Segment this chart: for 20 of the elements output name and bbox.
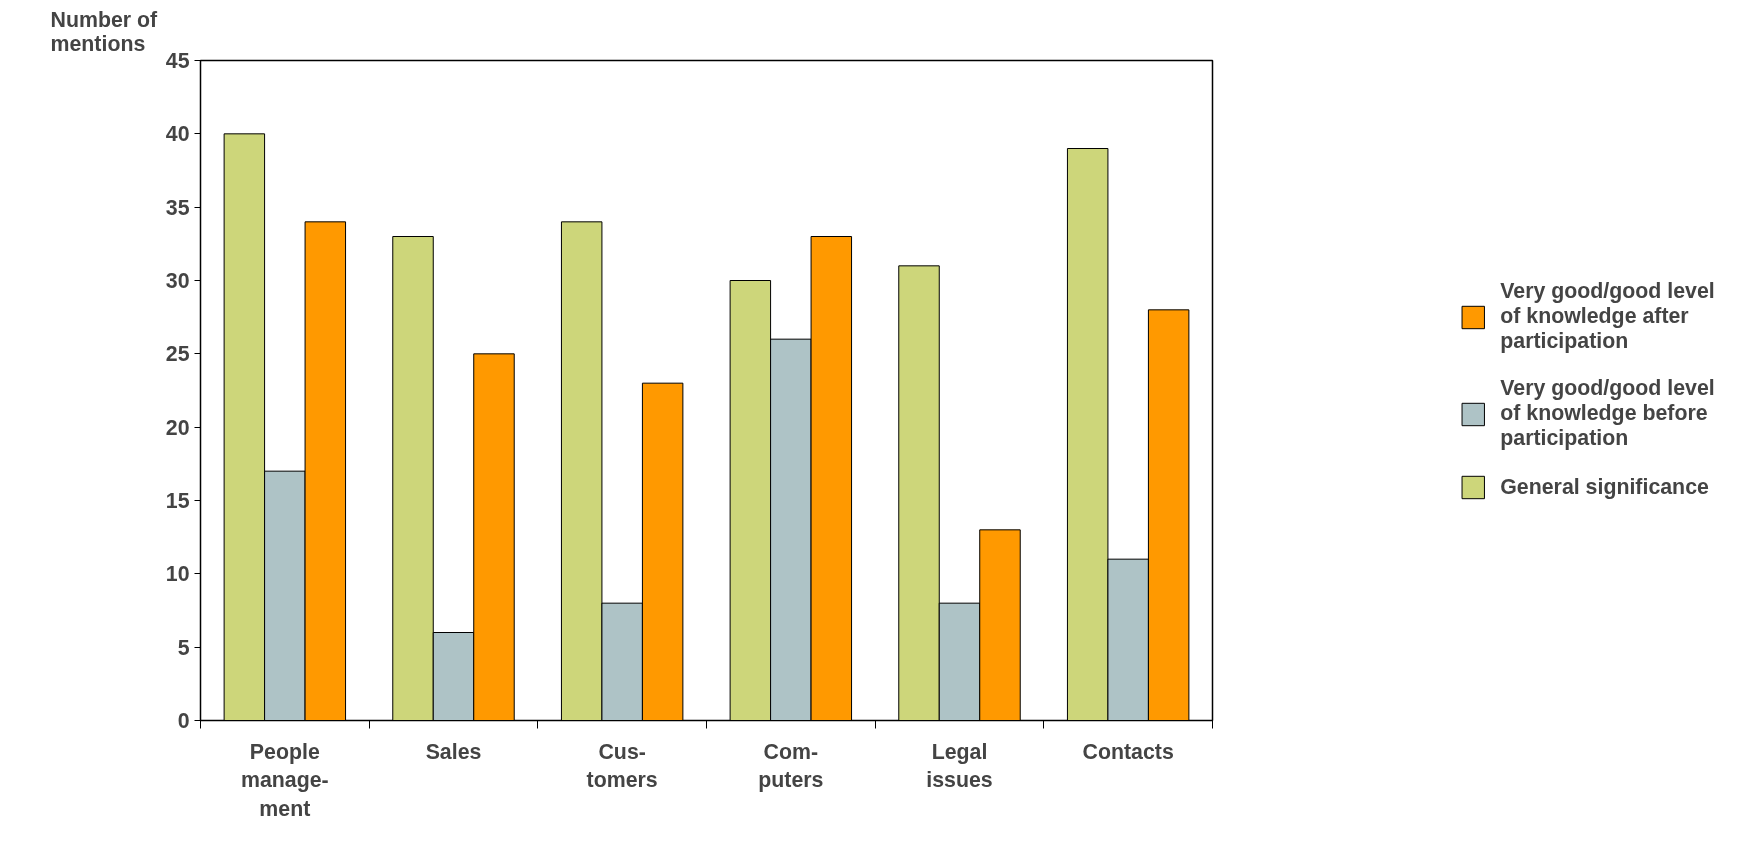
y-tick-label: 5	[177, 635, 190, 660]
y-tick-label: 30	[165, 269, 190, 293]
y-tick-label: 10	[165, 562, 190, 587]
y-tick-label: 0	[177, 709, 190, 733]
x-tick-label: People manage- ment	[240, 739, 329, 822]
y-tick-label: 40	[165, 122, 190, 147]
y-tick-label: 45	[165, 49, 190, 73]
y-tick-label: 35	[165, 195, 190, 220]
y-tick-label: 25	[165, 342, 190, 367]
x-tick-label: Sales	[425, 739, 482, 764]
legend-label: Very good/good level of knowledge before participation	[1500, 376, 1715, 451]
x-tick-label: Cus- tomers	[586, 739, 658, 793]
x-tick-label: Contacts	[1082, 739, 1174, 764]
x-tick-label: Com- puters	[758, 739, 824, 793]
legend-label: General significance	[1500, 474, 1709, 500]
y-tick-label: 20	[165, 415, 190, 440]
y-tick-label: 15	[165, 489, 190, 513]
legend-label: Very good/good level of knowledge after participation	[1500, 279, 1715, 354]
x-tick-label: Legal issues	[926, 739, 993, 793]
y-axis-title: Number of mentions	[50, 7, 159, 56]
